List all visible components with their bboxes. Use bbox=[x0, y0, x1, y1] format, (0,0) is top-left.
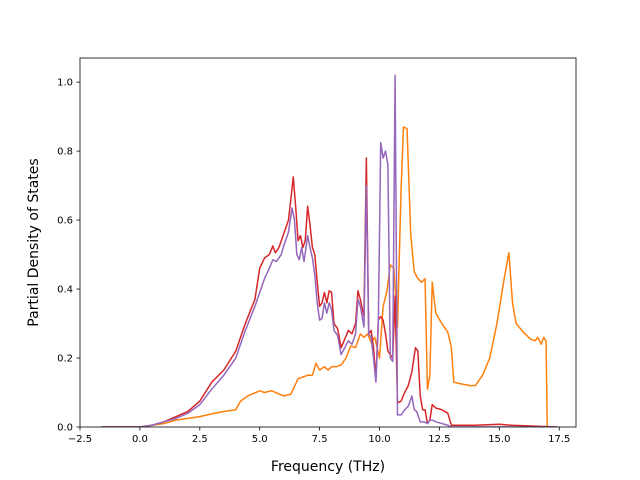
x-axis-ticks: −2.5 0.0 2.5 5.0 7.5 10.0 12.5 15.0 17.5 bbox=[68, 427, 570, 445]
y-axis-label: Partial Density of States bbox=[26, 158, 42, 326]
series-layer bbox=[100, 74, 558, 427]
x-tick-label: 17.5 bbox=[548, 434, 570, 445]
x-tick-label: 12.5 bbox=[428, 434, 450, 445]
x-tick-label: −2.5 bbox=[68, 434, 92, 445]
x-tick-label: 5.0 bbox=[252, 434, 268, 445]
x-tick-label: 0.0 bbox=[132, 434, 148, 445]
y-axis-ticks: 0.0 0.2 0.4 0.6 0.8 1.0 bbox=[57, 78, 80, 434]
x-tick-label: 2.5 bbox=[192, 434, 208, 445]
series-line-purple bbox=[100, 74, 558, 427]
plot-frame bbox=[79, 57, 577, 428]
x-tick-label: 10.0 bbox=[368, 434, 390, 445]
y-tick-label: 0.6 bbox=[57, 216, 73, 227]
y-tick-label: 1.0 bbox=[57, 78, 73, 89]
x-tick-label: 15.0 bbox=[488, 434, 510, 445]
series-line-orange bbox=[100, 126, 558, 427]
series-line-red bbox=[100, 157, 558, 427]
y-tick-label: 0.4 bbox=[57, 285, 73, 296]
y-tick-label: 0.2 bbox=[57, 354, 73, 365]
x-tick-label: 7.5 bbox=[312, 434, 328, 445]
y-tick-label: 0.8 bbox=[57, 147, 73, 158]
y-tick-label: 0.0 bbox=[57, 423, 73, 434]
x-axis-label: Frequency (THz) bbox=[271, 459, 385, 475]
